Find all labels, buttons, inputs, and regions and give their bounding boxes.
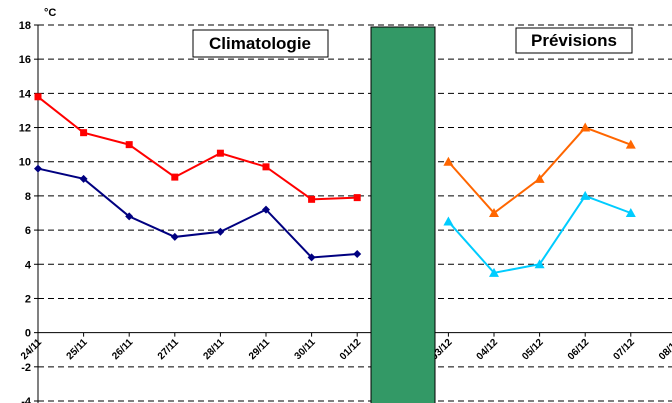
marker <box>489 267 499 277</box>
marker <box>353 194 361 202</box>
marker <box>580 122 591 132</box>
annotation-box <box>192 29 329 58</box>
marker <box>79 174 88 183</box>
x-tick-label: 30/11 <box>293 337 318 362</box>
y-tick-label: 18 <box>19 20 31 32</box>
x-tick-label: 26/11 <box>110 337 135 362</box>
y-tick-label: 14 <box>19 88 32 100</box>
annotation: Prévisions <box>531 31 617 50</box>
plot-area: -4 -2 0 2 4 6 8 10 12 14 16 18 24/11 25/11 26/11 27/11 2… <box>19 20 672 403</box>
series-line <box>37 95 358 201</box>
y-axis-label: °C <box>44 7 56 19</box>
x-tick-label: 27/11 <box>156 337 181 362</box>
marker <box>170 232 179 241</box>
x-tick-label: 07/12 <box>611 337 637 363</box>
x-tick-label: 24/11 <box>19 337 44 362</box>
series-line <box>37 167 358 259</box>
y-tick-label: -2 <box>21 362 31 374</box>
series-line <box>447 126 632 215</box>
marker <box>216 149 224 157</box>
y-tick-label: 4 <box>25 259 32 271</box>
marker <box>307 253 316 262</box>
y-tick-label: 0 <box>25 328 31 340</box>
marker <box>125 212 134 221</box>
marker <box>625 139 636 149</box>
marker <box>625 208 636 217</box>
marker <box>262 205 270 214</box>
y-tick-label: -4 <box>21 396 32 403</box>
marker <box>534 173 545 183</box>
x-tick-label: 25/11 <box>65 337 90 362</box>
marker <box>80 129 88 137</box>
y-tick-label: 8 <box>25 191 31 203</box>
marker <box>262 163 270 171</box>
x-tick-label: 01/12 <box>338 337 364 363</box>
x-tick-label: 29/11 <box>247 337 272 362</box>
annotation: Climatologie <box>209 34 311 53</box>
marker <box>216 227 225 236</box>
x-tick-label: 04/12 <box>475 337 501 363</box>
y-tick-label: 10 <box>19 157 31 169</box>
marker <box>534 259 545 269</box>
y-tick-label: 2 <box>25 293 31 305</box>
marker <box>353 250 362 259</box>
x-tick-label: 28/11 <box>201 337 226 362</box>
x-tick-label: 05/12 <box>520 337 546 363</box>
marker <box>443 216 454 226</box>
y-tick-label: 16 <box>19 54 31 66</box>
marker <box>125 141 133 149</box>
marker <box>489 208 499 217</box>
marker <box>443 156 454 166</box>
x-tick-label: 08/12 <box>657 337 672 363</box>
marker <box>171 173 179 181</box>
marker <box>34 93 42 101</box>
y-tick-label: 12 <box>19 123 31 135</box>
annotation-box <box>515 27 633 54</box>
marker <box>308 195 316 203</box>
separator-bar <box>370 26 436 403</box>
marker <box>34 164 42 173</box>
y-tick-label: 6 <box>25 225 31 237</box>
x-tick-label: 06/12 <box>566 337 592 363</box>
marker <box>580 190 591 200</box>
